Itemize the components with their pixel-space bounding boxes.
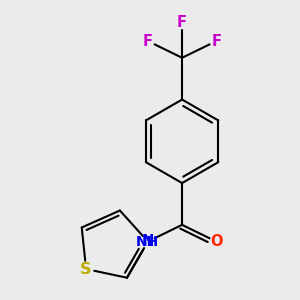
Text: N: N xyxy=(142,234,154,249)
Text: O: O xyxy=(210,234,223,249)
Text: NH: NH xyxy=(136,235,160,249)
Text: F: F xyxy=(177,15,187,30)
Text: F: F xyxy=(211,34,221,49)
Text: S: S xyxy=(80,262,92,277)
Text: F: F xyxy=(143,34,153,49)
